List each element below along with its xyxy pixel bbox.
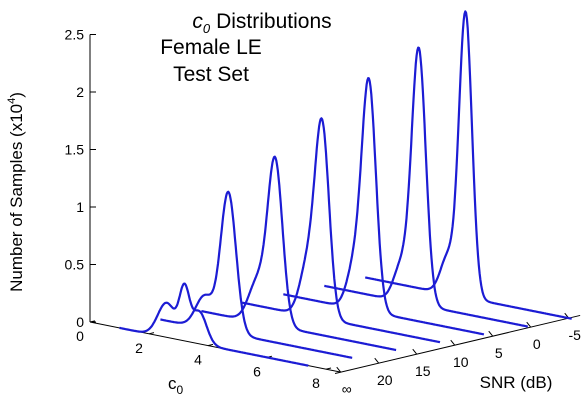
chart-title-line-1: c0 Distributions [192, 10, 331, 36]
chart-title-line-2: Female LE [160, 36, 262, 59]
z-tick-label: -5 [569, 327, 582, 343]
y-ticks: 0 0.5 1 1.5 2 2.5 [65, 27, 96, 330]
series-line-snr-10 [242, 117, 441, 344]
chart-title-line-3: Test Set [173, 63, 249, 86]
y-tick-label: 1.5 [65, 142, 85, 158]
x-axis-label: c0 [168, 374, 184, 396]
series-line-snr-5 [283, 77, 485, 336]
series-group [119, 10, 572, 367]
y-axis-label-exp: 4 [6, 98, 18, 104]
title-line-1-text: Distributions [216, 10, 332, 33]
series-line-snr-20 [160, 190, 353, 359]
z-axis-label: SNR (dB) [480, 373, 553, 392]
z-tick-label: 5 [495, 345, 503, 361]
z-tick-mark [488, 330, 494, 337]
x-tick-label: 2 [135, 340, 143, 356]
z-tick-label: 20 [377, 372, 393, 388]
z-ticks: ∞ 20 15 10 5 0 -5 [336, 312, 582, 396]
y-tick-label: 2.5 [65, 27, 85, 43]
z-tick-mark [450, 339, 456, 346]
x-tick-mark [148, 332, 155, 335]
x-tick-label: 0 [76, 328, 84, 344]
z-tick-mark [336, 366, 342, 373]
series-line-snr-inf [119, 282, 309, 367]
z-tick-label: 10 [453, 354, 469, 370]
z-tick-label: 0 [533, 336, 541, 352]
x-tick-label: 8 [312, 375, 320, 391]
title-symbol-sub: 0 [203, 21, 211, 36]
z-tick-label: ∞ [342, 381, 352, 396]
x-tick-label: 6 [253, 363, 261, 379]
y-tick-label: 2 [76, 84, 84, 100]
y-tick-label: 0 [76, 314, 84, 330]
x-axis-label-base: c [168, 374, 177, 393]
x-tick-mark [89, 320, 96, 323]
series-line-snr-0 [323, 46, 529, 328]
y-axis-label: Number of Samples (x104) [6, 92, 26, 292]
series-line-snr-15 [201, 155, 397, 352]
x-tick-mark [325, 367, 332, 370]
x-tick-label: 4 [194, 352, 202, 368]
y-tick-label: 0.5 [65, 257, 85, 273]
x-tick-mark [207, 343, 214, 347]
z-tick-mark [526, 321, 532, 328]
chart-title: c0 Distributions Female LE Test Set [160, 10, 331, 86]
series-line-snr--5 [364, 10, 572, 320]
z-tick-mark [412, 348, 418, 355]
y-axis-label-close: ) [7, 92, 26, 98]
y-tick-label: 1 [76, 199, 84, 215]
z-tick-mark [374, 357, 380, 364]
z-axis-line [334, 314, 581, 374]
title-symbol-base: c [192, 10, 203, 33]
z-tick-label: 15 [415, 363, 431, 379]
x-axis-label-sub: 0 [177, 383, 184, 396]
x-ticks: 0 2 4 6 8 [76, 320, 332, 391]
y-axis-label-text: Number of Samples (x10 [7, 104, 26, 292]
